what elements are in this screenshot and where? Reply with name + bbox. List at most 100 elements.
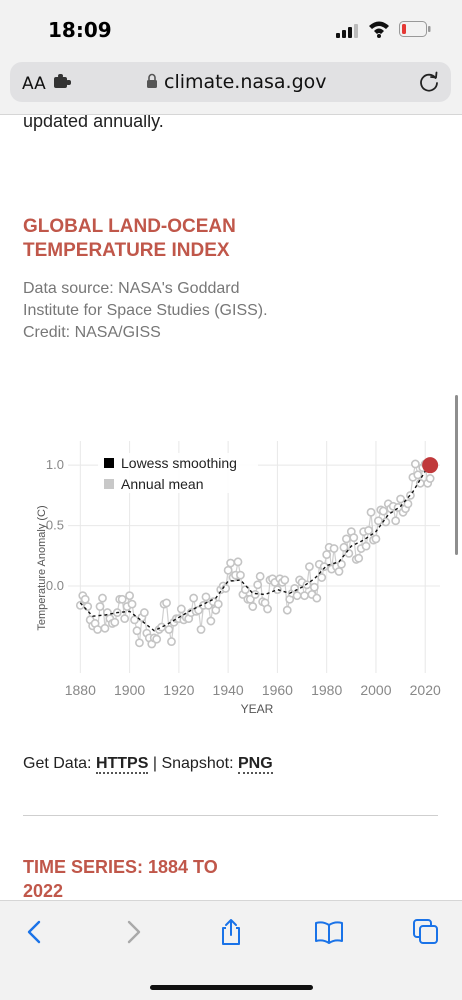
annual-mean-point <box>196 625 206 634</box>
annual-mean-point <box>80 594 90 604</box>
annual-mean-point <box>135 638 144 648</box>
annual-mean-point <box>280 575 290 585</box>
annual-mean-point <box>305 562 314 572</box>
annual-mean-point <box>312 593 322 603</box>
status-bar: 18:09 <box>0 0 462 58</box>
annual-mean-point <box>127 599 137 609</box>
annual-mean-point <box>374 516 383 526</box>
back-icon[interactable] <box>20 917 50 947</box>
annual-mean-point <box>403 499 413 509</box>
legend: Lowess smoothing Annual mean <box>98 453 258 493</box>
x-tick-label: 1980 <box>311 682 342 698</box>
annual-mean-point <box>98 593 107 603</box>
annual-mean-point <box>378 506 388 516</box>
latest-year-point <box>422 457 439 474</box>
forward-icon[interactable] <box>118 917 148 947</box>
annual-mean-point <box>322 550 332 559</box>
annual-mean-point <box>406 490 415 500</box>
annual-mean-series <box>75 459 435 649</box>
annual-mean-point <box>391 516 401 526</box>
annual-mean-point <box>130 615 139 625</box>
y-tick-labels: 1.0 0.5 0.0 <box>46 457 64 593</box>
png-link[interactable]: PNG <box>237 755 273 774</box>
divider <box>23 815 438 816</box>
lock-icon <box>147 73 157 88</box>
battery-low-icon <box>399 21 431 37</box>
annual-mean-point <box>309 582 319 592</box>
annual-mean-point <box>253 580 263 590</box>
annual-mean-point <box>236 570 245 580</box>
temperature-chart: 1.0 0.5 0.0 1880 1900 1920 1940 1960 1980 2000 20… <box>36 441 441 716</box>
annual-mean-point <box>226 558 235 568</box>
annual-mean-point <box>349 533 359 543</box>
text-size-button[interactable]: AA <box>22 74 46 94</box>
latest-year-marker <box>422 457 439 474</box>
data-source-credit: Data source: NASA's Goddard Institute fo… <box>23 280 268 341</box>
annual-mean-point <box>164 625 174 634</box>
annual-mean-point <box>139 608 149 617</box>
x-tick-label: 1960 <box>262 682 293 698</box>
y-tick-label: 1.0 <box>46 457 64 472</box>
x-tick-label: 2000 <box>360 682 391 698</box>
annual-mean-point <box>329 544 339 553</box>
annual-mean-point <box>413 470 423 480</box>
x-axis-label: YEAR <box>241 702 274 716</box>
lowess-line <box>79 467 431 632</box>
annual-mean-point <box>317 573 327 582</box>
annual-mean-point <box>255 571 265 581</box>
annual-mean-point <box>282 605 292 615</box>
annual-mean-point <box>125 591 134 601</box>
annual-mean-point <box>354 553 364 563</box>
bookmarks-icon[interactable] <box>314 917 344 947</box>
annual-mean-point <box>292 591 302 601</box>
separator: | <box>152 755 157 772</box>
page-content[interactable]: updated annually. GLOBAL LAND-OCEAN TEMP… <box>0 115 462 900</box>
annual-mean-point <box>110 617 120 627</box>
share-icon[interactable] <box>216 917 246 947</box>
legend-swatch-annual <box>104 479 114 489</box>
annual-mean-point <box>233 557 243 567</box>
y-axis-label: Temperature Anomaly (C) <box>36 505 48 630</box>
x-tick-label: 1920 <box>163 682 194 698</box>
annual-mean-point <box>302 580 312 590</box>
annual-mean-point <box>273 585 282 595</box>
x-tick-label: 1880 <box>65 682 96 698</box>
annual-mean-point <box>337 559 346 569</box>
annual-mean-point <box>132 626 142 636</box>
time-series-heading: TIME SERIES: 1884 TO 2022 <box>23 857 218 900</box>
annual-mean-point <box>201 592 211 602</box>
annual-mean-point <box>425 474 435 483</box>
annual-mean-point <box>167 637 176 646</box>
y-tick-label: 0.0 <box>46 578 64 593</box>
get-data-row: Get Data: HTTPS | Snapshot: PNG <box>23 755 273 774</box>
annual-mean-point <box>117 594 127 604</box>
annual-mean-point <box>100 623 110 633</box>
annual-mean-point <box>189 593 199 603</box>
annual-mean-point <box>300 591 309 601</box>
scroll-indicator[interactable] <box>455 395 458 555</box>
extension-puzzle-icon[interactable] <box>53 74 73 90</box>
annual-mean-point <box>290 584 300 593</box>
https-link[interactable]: HTTPS <box>95 755 149 774</box>
annual-mean-point <box>250 590 260 599</box>
annual-mean-point <box>93 625 102 634</box>
annual-mean-point <box>223 565 233 575</box>
address-bar[interactable]: AA climate.nasa.gov <box>10 62 451 102</box>
get-data-label: Get Data: <box>23 755 92 772</box>
paragraph-tail: updated annually. <box>23 115 164 131</box>
url-domain[interactable]: climate.nasa.gov <box>164 71 327 93</box>
annual-mean-point <box>152 634 162 644</box>
annual-mean-point <box>120 614 130 624</box>
x-tick-label: 2020 <box>410 682 441 698</box>
home-indicator <box>150 985 313 990</box>
annual-mean-point <box>157 622 167 632</box>
legend-swatch-lowess <box>104 458 114 468</box>
annual-mean-point <box>319 562 329 572</box>
annual-mean-point <box>364 526 373 535</box>
annual-mean-point <box>213 599 223 609</box>
reload-icon[interactable] <box>418 71 440 93</box>
tabs-icon[interactable] <box>411 917 441 947</box>
legend-label-annual: Annual mean <box>121 476 204 492</box>
annual-mean-point <box>263 604 272 614</box>
wifi-icon <box>369 21 389 38</box>
